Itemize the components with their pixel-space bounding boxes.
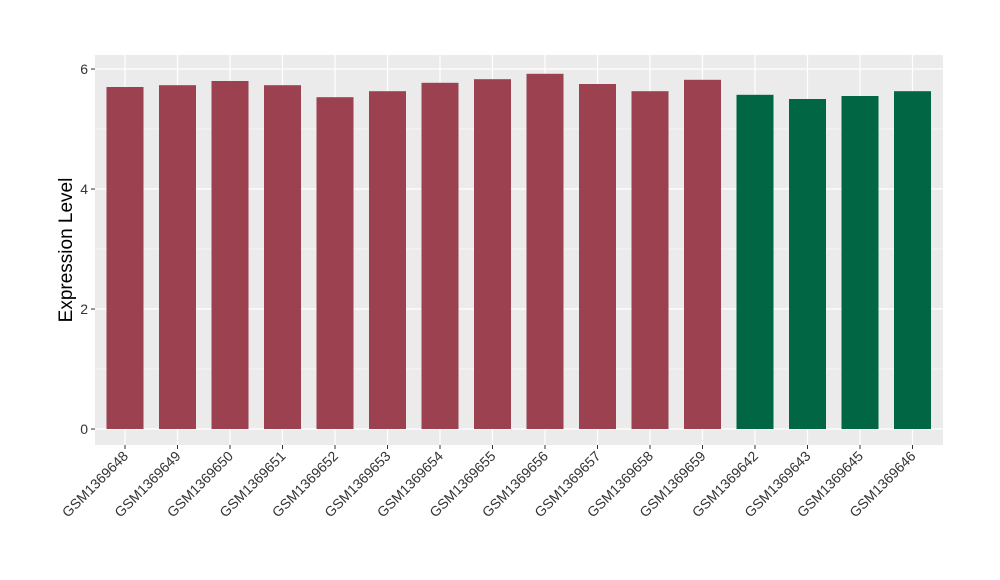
bar-GSM1369645	[841, 96, 879, 429]
bar-GSM1369657	[579, 84, 616, 429]
bar-GSM1369643	[789, 99, 826, 429]
bar-GSM1369650	[211, 81, 249, 429]
bar-GSM1369659	[684, 79, 721, 430]
bar-GSM1369654	[421, 82, 459, 430]
bar-GSM1369655	[474, 79, 511, 429]
bar-GSM1369642	[736, 94, 774, 430]
bar-GSM1369656	[526, 73, 564, 430]
bar-GSM1369646	[894, 91, 931, 429]
bar-GSM1369649	[159, 85, 196, 429]
bar-GSM1369651	[264, 85, 301, 429]
bar-GSM1369652	[316, 97, 354, 429]
bar-GSM1369658	[631, 91, 669, 429]
y-tick-label: 0	[80, 421, 88, 437]
y-axis-label: Expression Level	[56, 178, 77, 323]
y-tick-label: 4	[80, 181, 88, 197]
y-tick-label: 2	[80, 301, 88, 317]
bar-GSM1369648	[106, 87, 144, 429]
y-tick-label: 6	[80, 61, 88, 77]
bar-GSM1369653	[369, 91, 406, 429]
